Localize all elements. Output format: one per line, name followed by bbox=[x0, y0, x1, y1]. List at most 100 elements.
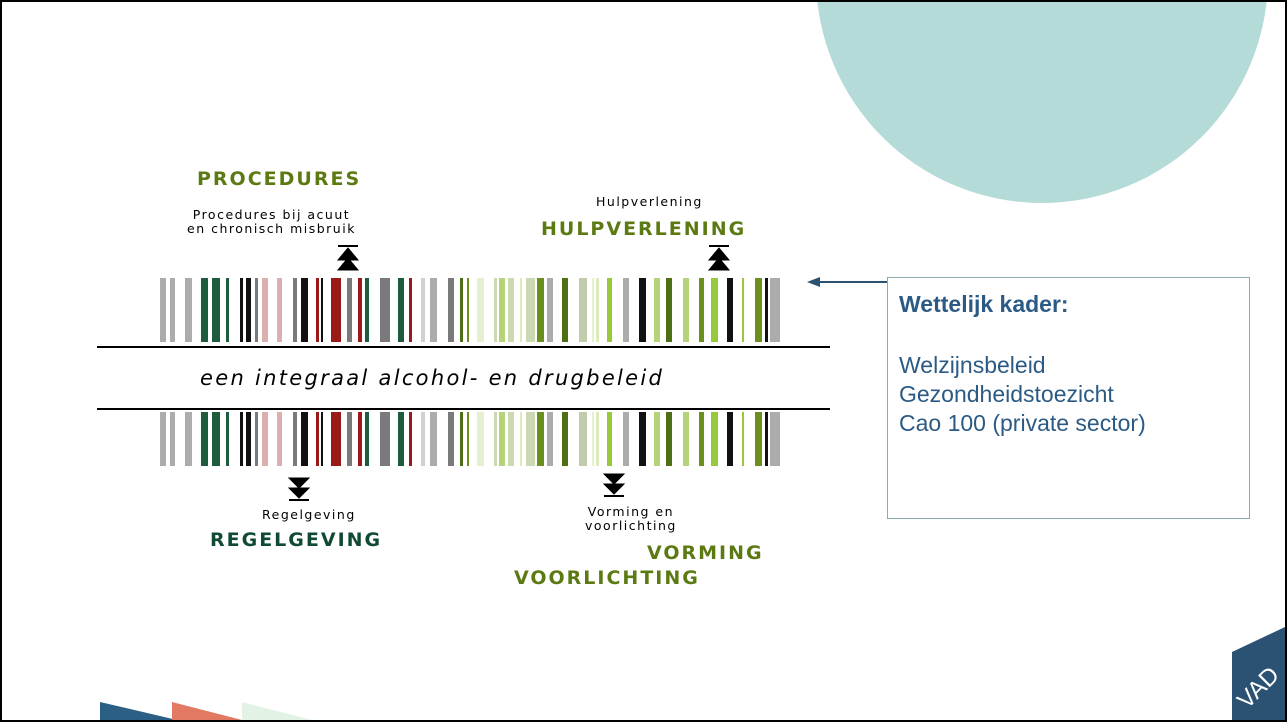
bar bbox=[321, 278, 323, 342]
deco-triangle bbox=[172, 702, 242, 720]
bar bbox=[666, 412, 672, 466]
bar bbox=[240, 278, 243, 342]
heading: HULPVERLENING bbox=[541, 218, 746, 240]
bar bbox=[654, 278, 660, 342]
bar bbox=[212, 278, 220, 342]
text-box: Wettelijk kader: Welzijnsbeleid Gezondhe… bbox=[887, 277, 1250, 519]
bar bbox=[654, 412, 660, 466]
bar bbox=[666, 278, 672, 342]
bar bbox=[358, 278, 362, 342]
bar bbox=[293, 412, 297, 466]
bar bbox=[201, 278, 208, 342]
bar bbox=[448, 412, 454, 466]
bar bbox=[316, 278, 319, 342]
bar bbox=[547, 412, 553, 466]
bar bbox=[477, 412, 484, 466]
bar bbox=[596, 412, 599, 466]
bar bbox=[537, 412, 544, 466]
bar bbox=[727, 412, 733, 466]
bar bbox=[579, 412, 587, 466]
heading: PROCEDURES bbox=[197, 168, 361, 190]
bar bbox=[160, 278, 166, 342]
bar bbox=[537, 278, 544, 342]
bar bbox=[770, 278, 780, 342]
bar bbox=[421, 412, 425, 466]
bar bbox=[365, 412, 369, 466]
bar bbox=[301, 412, 308, 466]
bar bbox=[262, 278, 268, 342]
bar bbox=[755, 412, 762, 466]
bar bbox=[755, 278, 762, 342]
bar bbox=[526, 412, 535, 466]
bar bbox=[508, 412, 514, 466]
bar bbox=[170, 412, 175, 466]
bar bbox=[201, 412, 208, 466]
bar bbox=[448, 278, 454, 342]
bar bbox=[742, 412, 744, 466]
bar bbox=[409, 278, 412, 342]
heading: VOORLICHTING bbox=[514, 567, 700, 589]
bar bbox=[240, 412, 243, 466]
heading: VORMING bbox=[647, 542, 764, 564]
bar bbox=[293, 278, 297, 342]
bar bbox=[562, 412, 568, 466]
bar bbox=[494, 278, 497, 342]
bar bbox=[596, 278, 599, 342]
bar bbox=[499, 278, 505, 342]
bar bbox=[607, 412, 612, 466]
bar bbox=[765, 412, 768, 466]
bar bbox=[365, 278, 369, 342]
caption-line: en chronisch misbruik bbox=[187, 221, 356, 236]
bar bbox=[592, 278, 594, 342]
caption: Hulpverlening bbox=[596, 195, 703, 209]
box-item: Gezondheidstoezicht bbox=[899, 380, 1238, 409]
bar bbox=[711, 278, 718, 342]
caption: Regelgeving bbox=[262, 508, 356, 522]
bar bbox=[579, 278, 587, 342]
bar bbox=[255, 412, 258, 466]
bar bbox=[460, 412, 463, 466]
bar bbox=[742, 278, 744, 342]
bar bbox=[727, 278, 733, 342]
bar bbox=[699, 278, 704, 342]
bar bbox=[358, 412, 362, 466]
bar bbox=[770, 412, 780, 466]
bar bbox=[301, 278, 308, 342]
bar bbox=[226, 278, 229, 342]
bar bbox=[380, 278, 390, 342]
bar bbox=[262, 412, 268, 466]
bar bbox=[331, 412, 341, 466]
bar bbox=[347, 412, 352, 466]
heading: REGELGEVING bbox=[210, 529, 382, 551]
bar bbox=[316, 412, 319, 466]
box-item: Cao 100 (private sector) bbox=[899, 409, 1238, 438]
bar bbox=[277, 278, 282, 342]
bar bbox=[494, 412, 497, 466]
bar bbox=[520, 412, 522, 466]
bar bbox=[623, 278, 629, 342]
bar bbox=[711, 412, 718, 466]
deco-circle bbox=[816, 2, 1268, 203]
bar bbox=[398, 278, 404, 342]
bar bbox=[212, 412, 220, 466]
bar bbox=[639, 278, 646, 342]
bar bbox=[321, 412, 323, 466]
bar bbox=[607, 278, 612, 342]
bar bbox=[277, 412, 282, 466]
bar bbox=[520, 278, 522, 342]
bar bbox=[246, 278, 251, 342]
bar bbox=[639, 412, 646, 466]
bar bbox=[331, 278, 341, 342]
bar bbox=[380, 412, 390, 466]
bar bbox=[547, 278, 553, 342]
bar bbox=[623, 412, 629, 466]
bar bbox=[185, 278, 192, 342]
bar bbox=[347, 278, 352, 342]
bar bbox=[699, 412, 704, 466]
bar bbox=[765, 278, 768, 342]
box-item: Welzijnsbeleid bbox=[899, 351, 1238, 380]
bar bbox=[226, 412, 229, 466]
bar bbox=[592, 412, 594, 466]
